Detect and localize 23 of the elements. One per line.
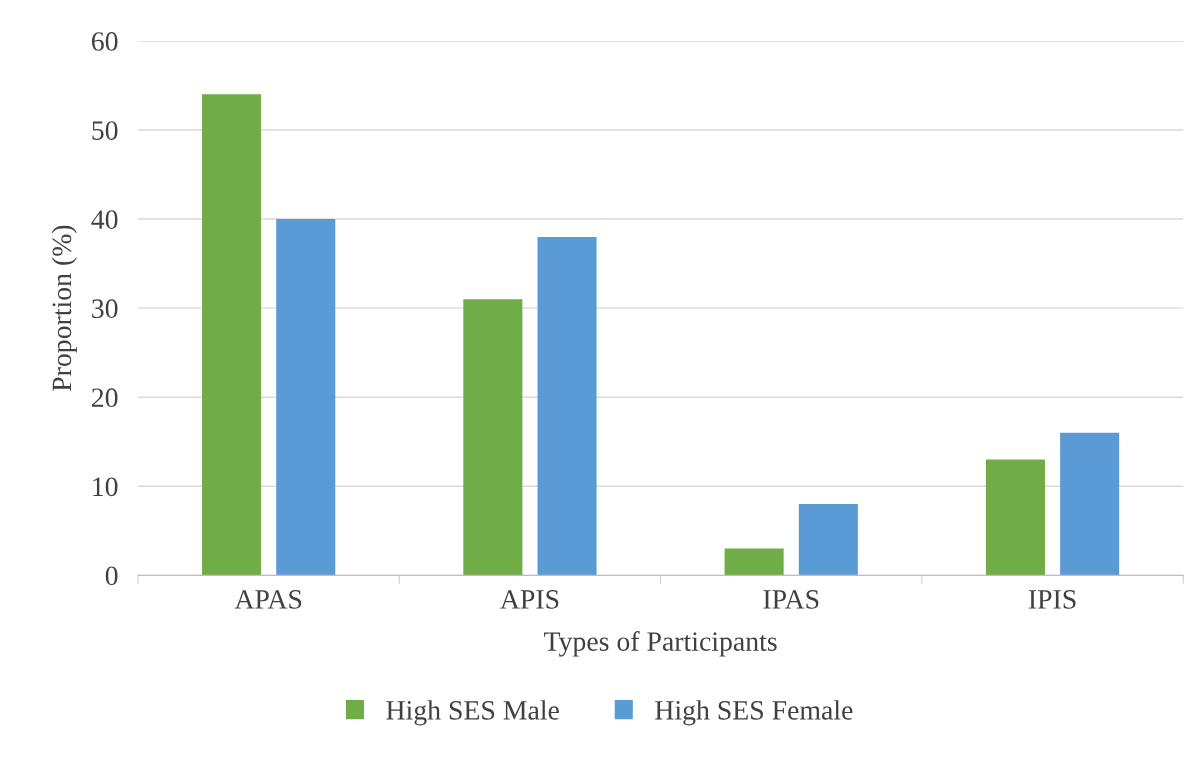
legend-label: High SES Female (655, 700, 853, 726)
bar (798, 504, 858, 576)
y-tick-label: 50 (92, 121, 118, 140)
x-tick-label: IPIS (1028, 590, 1076, 609)
x-axis-title: Types of Participants (544, 631, 777, 657)
x-tick-label: IPAS (763, 590, 819, 609)
legend-label: High SES Male (386, 700, 559, 726)
y-tick-label: 30 (92, 299, 118, 319)
bar (985, 459, 1045, 576)
bar (1060, 432, 1120, 576)
x-tick-label: APIS (500, 590, 559, 609)
y-tick-label: 20 (92, 388, 118, 408)
bar (724, 548, 784, 576)
y-tick-label: 40 (91, 210, 118, 229)
y-axis-title: Proportion (%) (51, 225, 77, 392)
bar (537, 236, 597, 576)
bar (202, 94, 262, 576)
x-tick-label: APAS (234, 590, 302, 609)
y-tick-label: 60 (91, 32, 118, 51)
bar (463, 299, 523, 576)
bar (276, 219, 336, 576)
y-tick-label: 0 (105, 566, 118, 586)
y-tick-label: 10 (93, 477, 118, 497)
